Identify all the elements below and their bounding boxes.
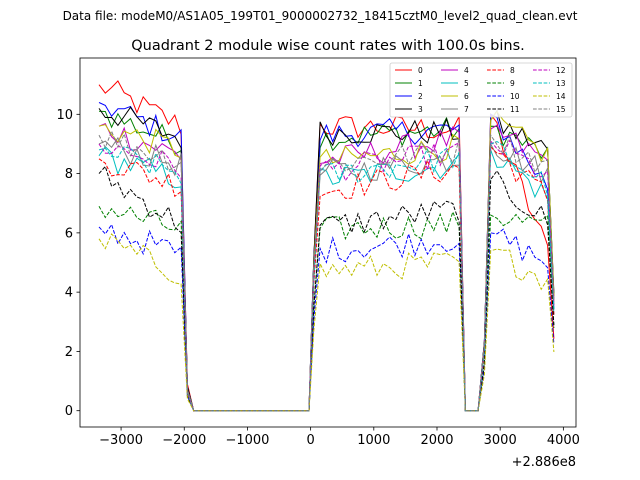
legend-label-10: 10 [510,92,520,101]
series-line-12 [98,139,555,412]
y-tick-label: 4 [65,286,73,301]
axes-frame [79,57,577,428]
chart-title: Quadrant 2 module wise count rates with … [131,38,525,54]
plot-area [80,58,576,427]
legend-label-2: 2 [418,92,423,101]
axes-background [80,58,576,427]
legend-frame [389,62,573,118]
x-tick-label: 1000 [357,433,390,448]
y-tick-label: 2 [65,345,73,360]
legend-label-7: 7 [464,105,469,114]
legend-label-11: 11 [510,105,520,114]
legend-label-12: 12 [556,66,566,75]
legend-label-0: 0 [418,66,423,75]
x-tick-label: 3000 [484,433,517,448]
x-tick-label: −1000 [225,433,269,448]
x-tick-label: 4000 [547,433,580,448]
series-line-7 [98,136,555,412]
legend-label-13: 13 [556,79,566,88]
legend-label-1: 1 [418,79,423,88]
y-tick-label: 10 [56,108,73,123]
series-line-11 [98,165,555,412]
y-tick-label: 8 [65,167,73,182]
x-tick-label: −2000 [162,433,206,448]
legend-label-9: 9 [510,79,515,88]
legend-label-3: 3 [418,105,423,114]
series-line-8 [98,145,555,412]
series-line-9 [98,205,555,412]
y-tick-label: 6 [65,226,73,241]
legend-label-15: 15 [556,105,566,114]
series-line-15 [98,129,555,412]
series-line-10 [98,223,555,412]
x-tick-label: 2000 [420,433,453,448]
x-offset-label: +2.886e8 [512,455,576,470]
legend-label-4: 4 [464,66,469,75]
legend-label-8: 8 [510,66,515,75]
x-tick-label: −3000 [99,433,143,448]
series-line-5 [98,145,555,412]
legend-label-14: 14 [556,92,566,101]
series-line-14 [98,233,555,412]
legend-label-6: 6 [464,92,469,101]
chart-suptitle: Data file: modeM0/AS1A05_199T01_90000027… [63,9,578,23]
y-tick-label: 0 [65,404,73,419]
legend-label-5: 5 [464,79,469,88]
x-tick-label: 0 [306,433,314,448]
